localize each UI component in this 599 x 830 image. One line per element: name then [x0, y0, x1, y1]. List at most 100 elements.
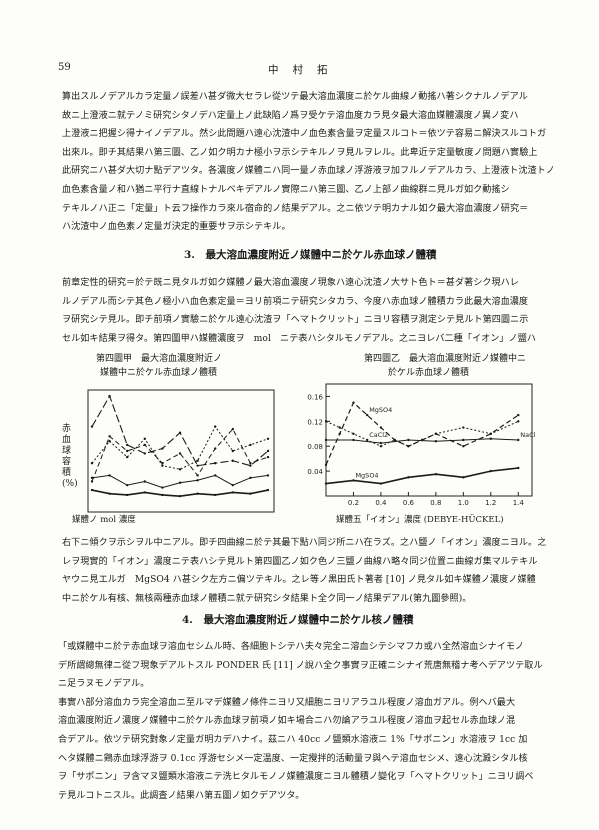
data-point — [196, 492, 199, 495]
author-name: 中村拓 — [268, 64, 342, 76]
text-line: 故ニ上澄液ニ就テノミ研究シタノデハ定量上ノ此缺陷ノ爲ヲ受ケテ溶血度カラ見タ最大溶… — [62, 110, 519, 121]
data-point — [108, 394, 111, 398]
text-line: 算出スルノデアルカラ定量ノ誤差ハ甚ダ微大セラレ從ツテ最大溶血濃度ニ於ケル曲線ノ動… — [62, 92, 528, 102]
text-line: テキルノハ正ニ「定量」ト云フ操作カラ來ル宿命的ノ結果デアル。之ニ依ツテ明カナル如… — [62, 203, 529, 214]
x-tick-label: 0.2 — [348, 499, 359, 507]
data-point — [90, 488, 94, 492]
series-label: MgSO4 — [369, 406, 392, 414]
text-line: 中ニ於ケル有核、無核兩種赤血球ノ體積ニ就テ研究シタ結果ト全ク同一ノ結果デアル(第… — [62, 593, 472, 604]
y-tick-label: 0.16 — [307, 393, 323, 401]
data-point — [231, 483, 234, 487]
data-point — [379, 426, 383, 429]
data-point — [366, 413, 369, 417]
data-point — [379, 445, 383, 448]
data-point — [249, 443, 252, 447]
text-line: 出來ル。即チ其結果ハ第三圖、乙ノ如ク明カナ極小ヲ示シテキルノヲ見ルヲレル。此卑近… — [62, 147, 538, 158]
data-point — [407, 438, 410, 442]
y-tick-label: 0.04 — [307, 468, 323, 476]
data-point — [231, 491, 234, 494]
data-point — [231, 449, 234, 453]
series-line — [91, 474, 269, 489]
data-point — [214, 462, 217, 465]
data-point — [178, 481, 182, 484]
data-point — [178, 452, 182, 455]
figure-a-caption: 第四圖甲 最大溶血濃度附近ノ 媒體中ニ於ケル赤血球ノ體積 — [96, 352, 222, 380]
data-point — [249, 462, 252, 465]
text-line: ハ沈渣中ノ血色素ノ定量ガ決定的重要サヲ示シテキル。 — [62, 222, 291, 233]
text-line: ヲ研究シテ見ル。即チ前項ノ實驗ニ於ケル遠心沈渣ヲ「ヘマトクリット」ニヨリ容積ヲ測… — [62, 315, 529, 326]
series-line — [325, 401, 519, 466]
data-point — [379, 482, 383, 485]
data-point — [462, 445, 465, 448]
data-point — [352, 432, 355, 435]
series-label: NaCl — [520, 431, 535, 439]
text-line: ヘタ媒體ニ鶏赤血球浮游ヲ 0.1cc 浮游セシメ一定温度、一定攪拌的活動量ヲ與ヘ… — [58, 753, 528, 764]
page-number: 59 — [58, 62, 71, 73]
x-tick-label: 1.0 — [458, 499, 469, 507]
data-point — [178, 468, 182, 471]
data-point — [517, 438, 520, 442]
data-point — [126, 483, 129, 487]
data-point — [161, 462, 164, 465]
paragraph-1: 算出スルノデアルカラ定量ノ誤差ハ甚ダ微大セラレ從ツテ最大溶血濃度ニ於ケル曲線ノ動… — [62, 88, 555, 237]
data-point — [143, 443, 146, 447]
data-point — [352, 479, 355, 482]
text-line: 此研究ニハ甚ダ大切ナ點デアツタ。各濃度ノ媒體ニハ同一量ノ赤血球ノ浮游液ヲ加フルノ… — [62, 166, 555, 177]
data-point — [214, 493, 217, 497]
data-point — [266, 449, 270, 453]
data-point — [108, 440, 111, 443]
data-point — [352, 438, 355, 442]
series-label: MgSO4 — [355, 471, 378, 479]
data-point — [517, 413, 520, 417]
data-point — [126, 493, 129, 497]
y-tick-label: 0.08 — [307, 443, 323, 451]
x-tick-label: 1.4 — [513, 499, 525, 507]
data-point — [231, 427, 234, 431]
data-point — [266, 455, 270, 459]
paragraph-2: 前章定性的研究＝於テ既ニ見タルガ如ク媒體ノ最大溶血濃度ノ現象ハ遠心沈渣ノ大サト色… — [62, 274, 536, 348]
data-point — [161, 447, 164, 450]
data-point — [462, 438, 465, 442]
data-point — [249, 464, 252, 467]
x-tick-label: 0.6 — [403, 499, 415, 507]
x-tick-label: 0.4 — [375, 499, 387, 507]
text-line: 右下ニ傾クヲ示シヲル中ニアル。即チ四曲線ニ於テ其最下點ハ同ジ所ニハ在ラズ。之ハ鹽… — [62, 538, 547, 548]
data-point — [214, 425, 217, 428]
series-line — [325, 467, 519, 485]
data-point — [143, 452, 146, 455]
data-point — [489, 469, 492, 473]
data-point — [108, 492, 111, 495]
data-point — [324, 482, 328, 485]
data-point — [379, 441, 383, 445]
data-point — [196, 464, 199, 467]
data-point — [266, 474, 270, 477]
data-point — [126, 455, 129, 459]
data-point — [161, 486, 164, 489]
data-point — [143, 491, 146, 494]
page-header: 59 中村拓 — [0, 62, 599, 78]
data-point — [462, 476, 465, 479]
data-point — [214, 447, 217, 450]
data-point — [338, 426, 341, 429]
data-point — [266, 437, 270, 440]
text-line: ニ足ラヌモノデアル。 — [58, 679, 150, 690]
series-line — [326, 438, 519, 444]
data-point — [90, 480, 94, 483]
text-line: 合デアル。依ツテ研究對象ノ定量ガ明カデハナイ。茲ニハ 40cc ノ鹽類水溶液ニ … — [58, 734, 528, 745]
text-line: 前章定性的研究＝於テ既ニ見タルガ如ク媒體ノ最大溶血濃度ノ現象ハ遠心沈渣ノ大サト色… — [62, 278, 519, 288]
data-point — [324, 463, 328, 467]
data-point — [143, 437, 146, 440]
data-point — [143, 480, 146, 483]
data-point — [90, 462, 94, 465]
data-point — [266, 488, 270, 492]
figure-b-caption: 第四圖乙 最大溶血濃度附近ノ媒體中ニ 於ケル赤血球ノ體積 — [364, 352, 526, 380]
text-line: セル如キ結果ヲ得タ。第四圖甲ハ媒體濃度ヲ mol ニテ表ハシタルモノデアル。之ニ… — [62, 333, 536, 344]
data-point — [196, 474, 199, 477]
text-line: 事實ハ部分溶血カラ完全溶血ニ至ルマデ媒體ノ條件ニヨリ又細胞ニヨリアラユル程度ノ溶… — [58, 697, 516, 708]
y-tick-label: 0.12 — [307, 418, 323, 426]
data-point — [462, 426, 465, 429]
data-point — [434, 473, 438, 476]
caption-line: 媒體中ニ於ケル赤血球ノ體積 — [100, 368, 218, 378]
text-line: 血色素含量ノ和ハ猶ニ平行ナ直線トナルベキデアルノ實際ニハ第三圖、乙ノ上部ノ曲線群… — [62, 184, 510, 195]
x-tick-label: 1.2 — [485, 499, 496, 507]
